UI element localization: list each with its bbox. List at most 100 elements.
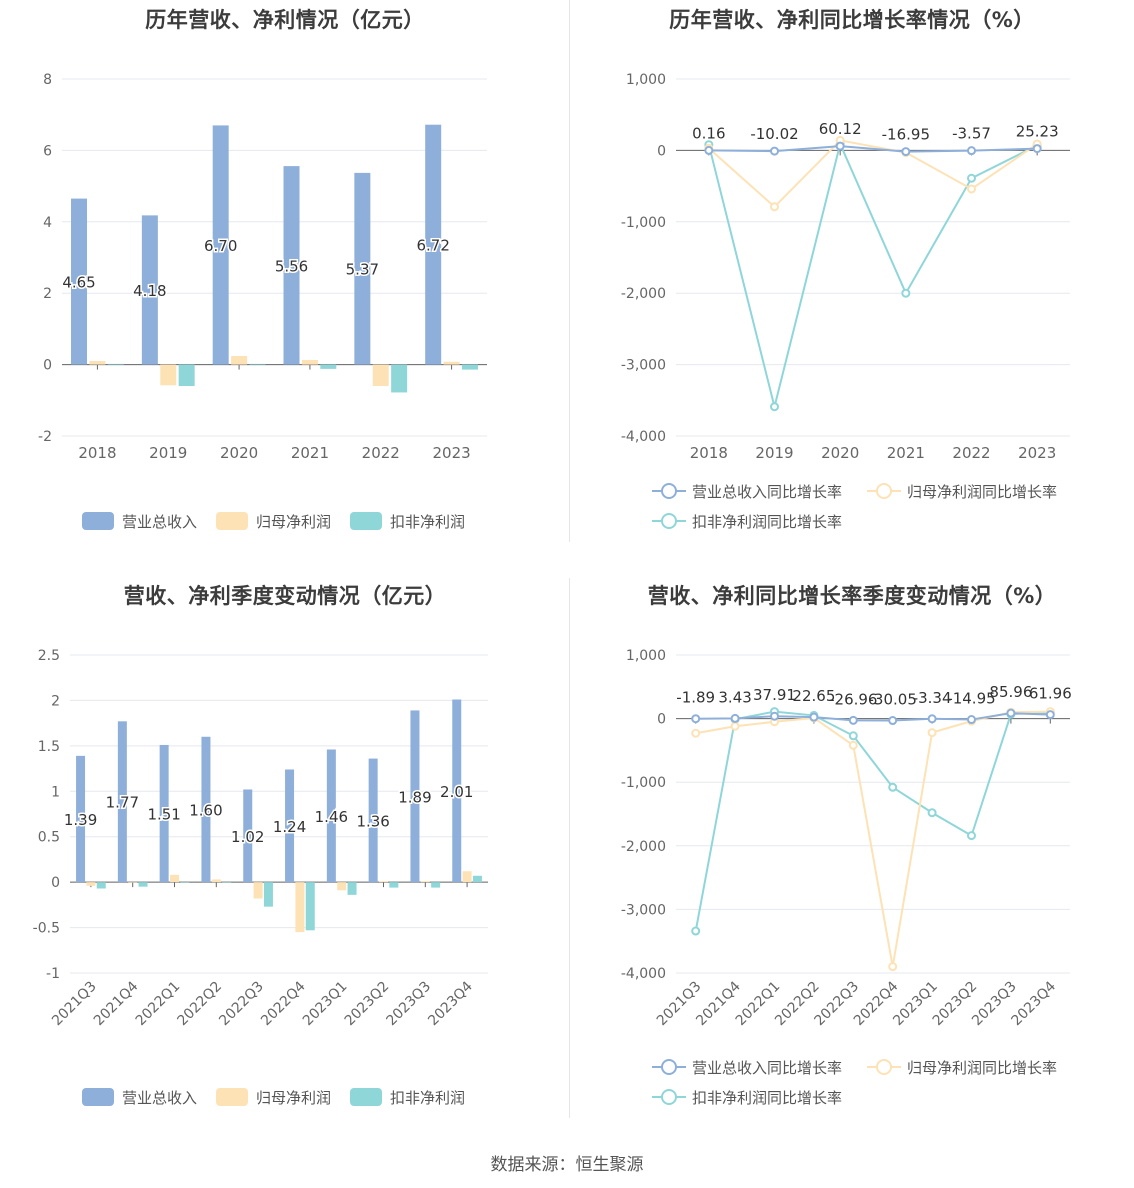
data-label: 4.65 (62, 274, 95, 292)
legend-label: 扣非净利润 (390, 1089, 465, 1107)
data-label: 4.18 (133, 282, 166, 300)
data-label: -10.02 (750, 125, 798, 143)
quarterly-growth-chart: -4,000-3,000-2,000-1,00001,0002021Q32021… (621, 648, 1072, 1107)
legend-label: 营业总收入同比增长率 (692, 1059, 842, 1077)
x-tick-label: 2019 (755, 444, 793, 462)
data-point (730, 721, 740, 731)
y-tick-label: -2,000 (621, 839, 666, 855)
y-tick-label: 0.5 (38, 830, 60, 846)
legend-label: 营业总收入 (122, 513, 197, 531)
data-point (770, 711, 779, 721)
data-point (927, 728, 937, 738)
x-tick-label: 2023Q1 (300, 979, 351, 1030)
x-tick-label: 2018 (78, 444, 116, 462)
bar (253, 882, 263, 899)
y-tick-label: 2 (51, 693, 60, 709)
data-label: 1.24 (273, 818, 306, 836)
y-tick-label: -2 (38, 429, 52, 445)
y-tick-label: 0 (51, 875, 60, 891)
bar (211, 879, 221, 883)
data-label: 5.37 (346, 261, 379, 279)
data-label: -14.95 (947, 690, 995, 708)
data-label: 0.16 (692, 124, 725, 142)
legend-label: 营业总收入 (122, 1089, 197, 1107)
y-tick-label: -1,000 (621, 775, 666, 791)
bar (222, 882, 232, 883)
data-point (835, 141, 845, 151)
series-line (695, 710, 1051, 967)
data-point (704, 145, 714, 155)
data-label: 22.65 (792, 687, 835, 705)
data-point (809, 712, 819, 722)
bar (472, 875, 482, 883)
x-tick-label: 2023Q2 (342, 979, 393, 1030)
x-tick-label: 2023Q4 (1009, 978, 1060, 1029)
bar (391, 364, 408, 393)
bar (117, 721, 127, 883)
bar (160, 364, 177, 386)
data-label: 1.39 (64, 811, 97, 829)
data-label: -26.96 (829, 690, 877, 708)
data-label: 6.70 (204, 237, 237, 255)
y-tick-label: -0.5 (33, 921, 60, 937)
data-point (770, 202, 779, 212)
legend-label: 扣非净利润同比增长率 (692, 513, 842, 531)
bar (347, 882, 357, 895)
data-point (967, 184, 976, 194)
data-point (967, 173, 976, 183)
series-line (707, 140, 1038, 407)
bar (320, 364, 337, 369)
bar (212, 125, 229, 365)
legend-swatch (350, 512, 382, 530)
data-point (1045, 710, 1055, 720)
x-tick-label: 2022Q3 (216, 979, 267, 1030)
chart-title: 营收、净利同比增长率季度变动情况（%） (647, 584, 1057, 608)
data-point (848, 731, 858, 741)
bar (107, 363, 124, 365)
bar (231, 356, 248, 365)
chart-title: 历年营收、净利同比增长率情况（%） (669, 8, 1035, 32)
bar (178, 364, 195, 387)
bar (96, 882, 106, 889)
y-tick-label: 2 (43, 286, 52, 302)
data-label: 2.01 (440, 783, 473, 801)
bar (201, 736, 211, 883)
series-line (695, 712, 1051, 722)
data-label: 1.77 (106, 794, 139, 812)
bar (180, 882, 190, 883)
data-label: -16.95 (882, 126, 930, 144)
data-point (691, 728, 701, 738)
quarterly-revenue-profit-panel: 营收、净利季度变动情况（亿元） -1 -0.5 0 0.5 1 1.5 2 2.5 2021Q3… (0, 575, 570, 1120)
data-point (888, 962, 898, 972)
bar (354, 172, 371, 365)
panel-divider-bottom (569, 578, 570, 1118)
data-point (967, 715, 976, 725)
bar (305, 882, 315, 931)
y-tick-label: -1,000 (621, 215, 666, 231)
data-point (848, 715, 858, 725)
bar (285, 769, 295, 883)
bar (379, 881, 388, 883)
bar (86, 882, 96, 886)
x-tick-label: 2020 (821, 444, 859, 462)
data-point (901, 288, 911, 298)
chart-title: 历年营收、净利情况（亿元） (145, 8, 425, 32)
y-tick-label: 4 (43, 215, 52, 231)
legend-label: 扣非净利润 (390, 513, 465, 531)
legend-label: 归母净利润 (256, 1089, 331, 1107)
y-tick-label: 1,000 (626, 72, 666, 88)
x-tick-label: 2022 (362, 444, 400, 462)
y-tick-label: 2.5 (38, 648, 60, 664)
data-label: 1.51 (147, 806, 180, 824)
x-tick-label: 2021 (887, 444, 925, 462)
y-tick-label: -4,000 (621, 966, 666, 982)
data-label: 5.56 (275, 257, 308, 275)
bar (283, 166, 300, 365)
bar (452, 699, 462, 883)
x-tick-label: 2021 (291, 444, 329, 462)
bar (368, 758, 378, 883)
bar (138, 882, 148, 887)
chart-title: 营收、净利季度变动情况（亿元） (123, 584, 447, 608)
x-tick-label: 2019 (149, 444, 187, 462)
quarterly-growth-panel: 营收、净利同比增长率季度变动情况（%） -4,000 -3,000 -2,000 -1… (570, 575, 1134, 1120)
